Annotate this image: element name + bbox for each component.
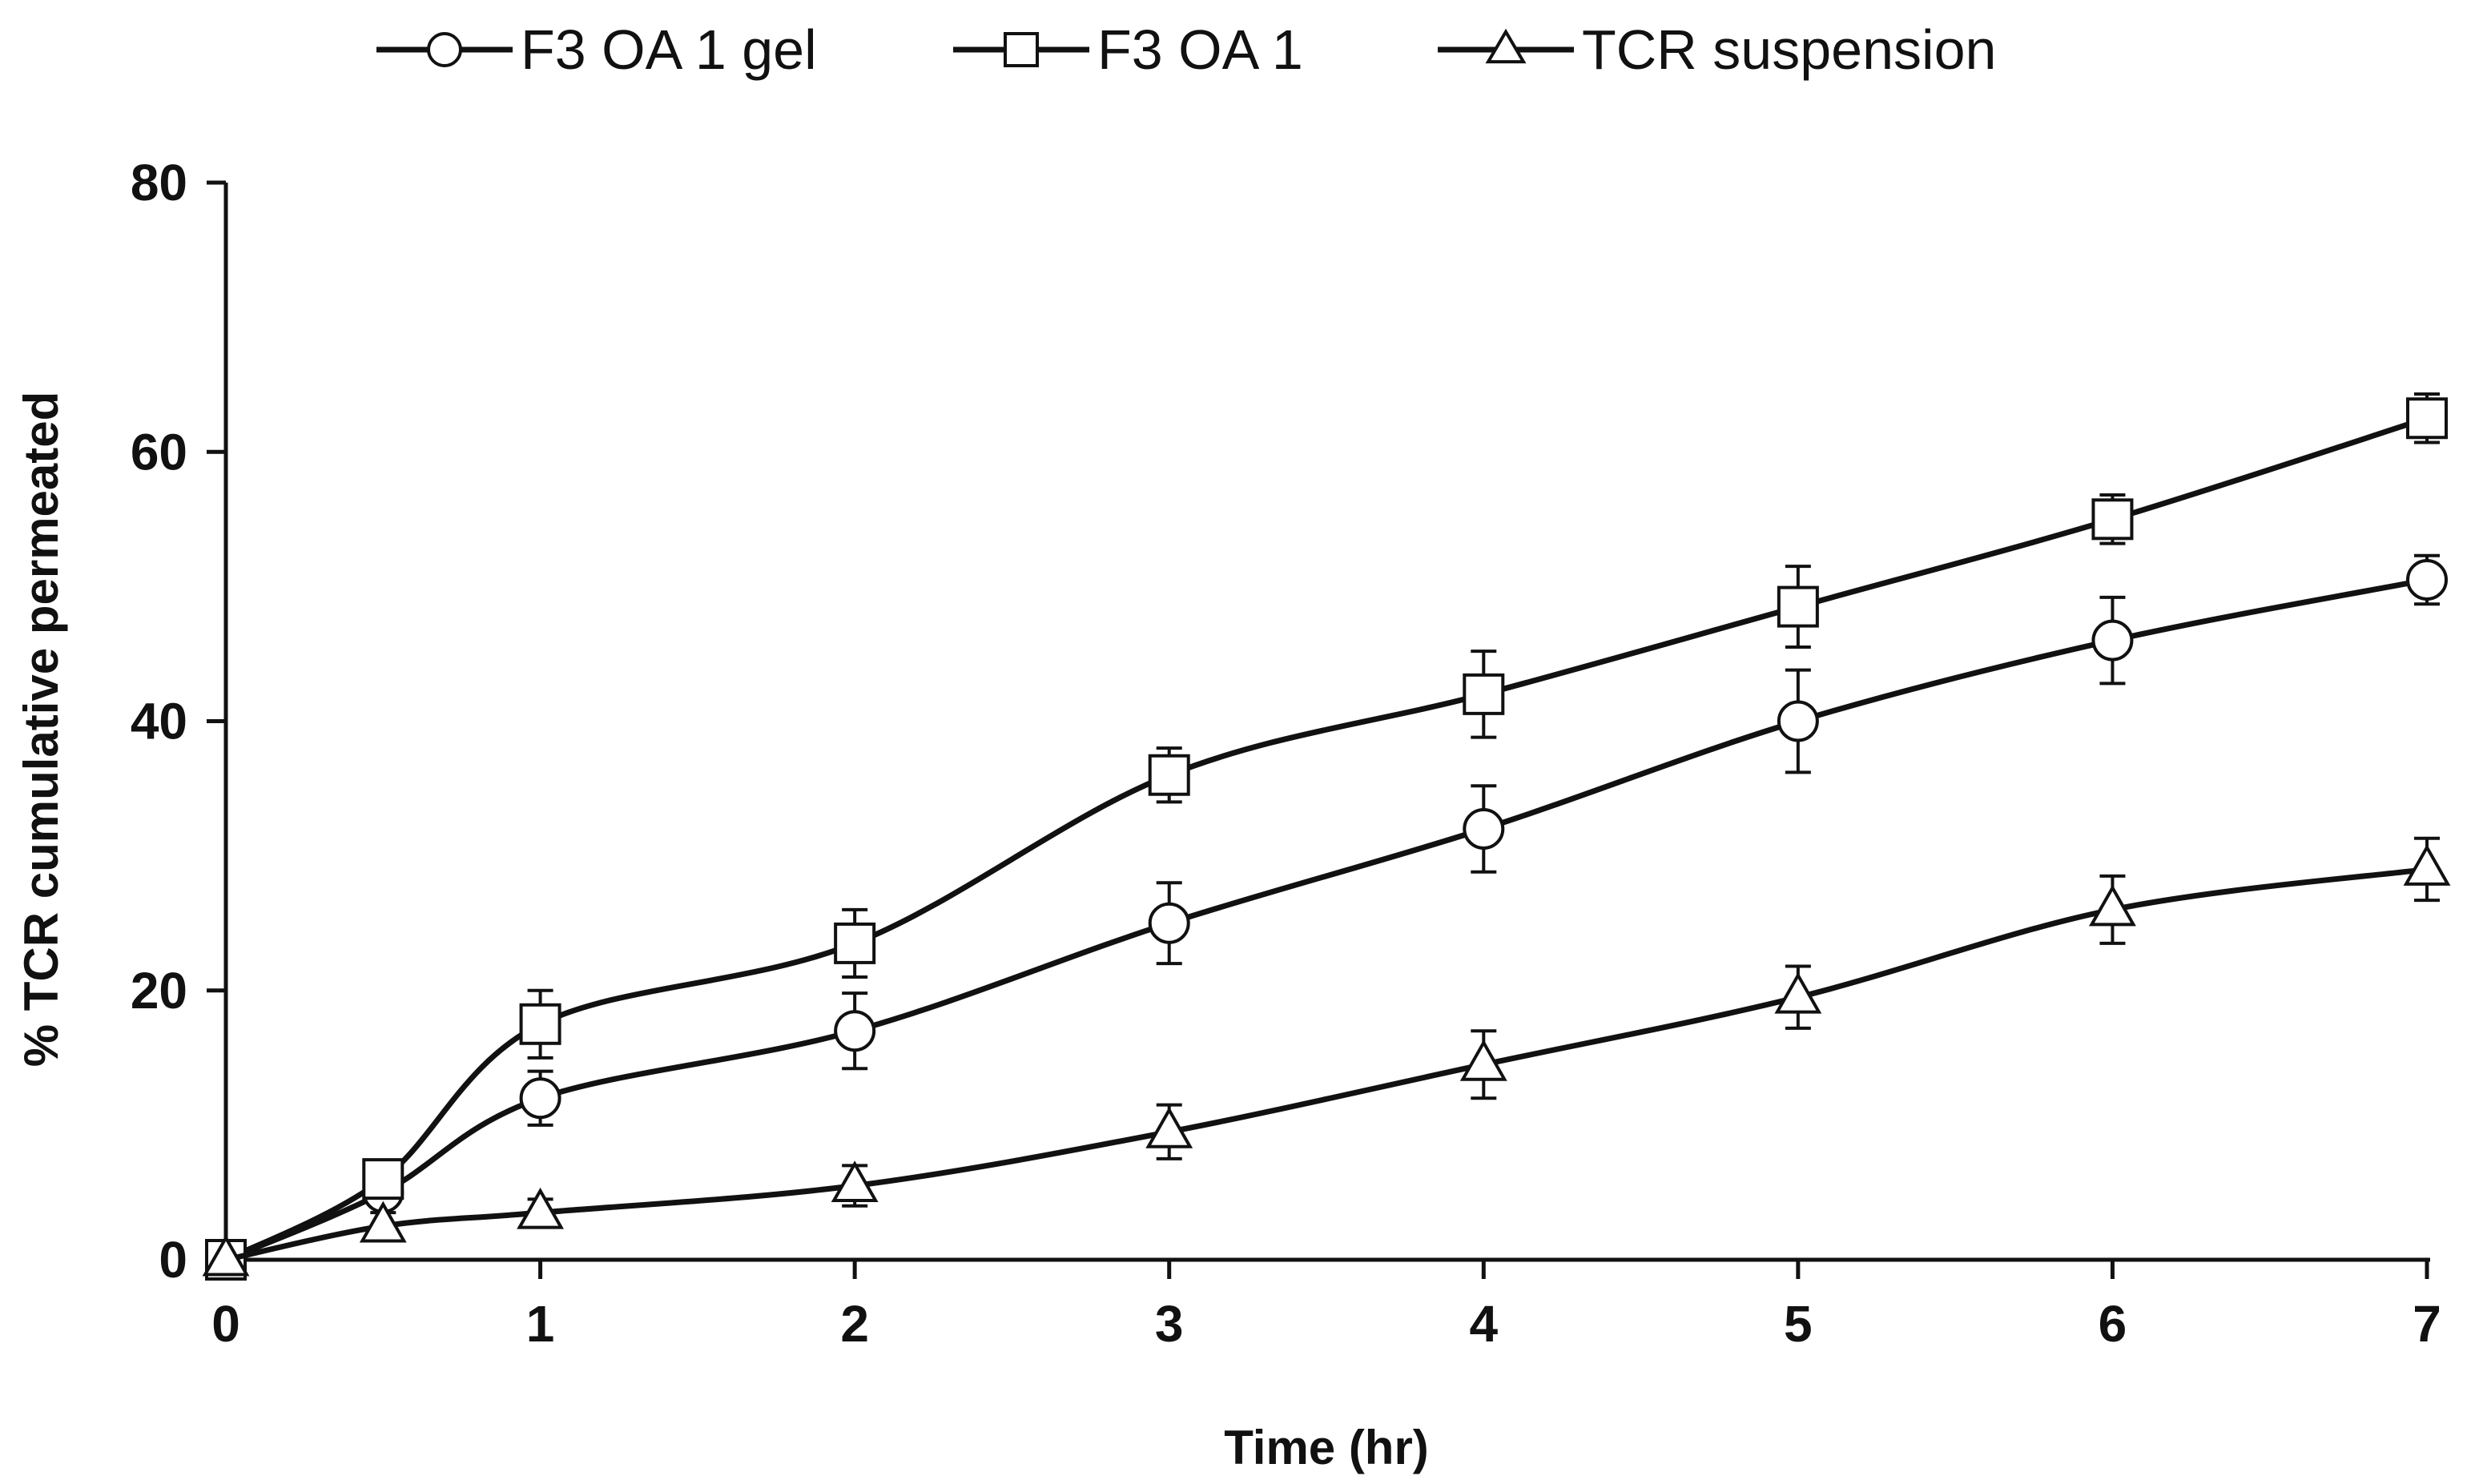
data-point-square bbox=[1777, 585, 1819, 628]
y-tick-label: 60 bbox=[131, 423, 187, 481]
data-point-square bbox=[1004, 32, 1039, 67]
x-tick-label: 1 bbox=[526, 1295, 555, 1353]
data-point-square bbox=[834, 922, 876, 964]
data-point-square bbox=[1463, 673, 1505, 715]
data-point-square bbox=[362, 1158, 404, 1200]
data-point-triangle bbox=[1774, 971, 1822, 1014]
data-point-circle bbox=[834, 1010, 876, 1052]
data-point-circle bbox=[427, 32, 462, 67]
data-point-triangle bbox=[2403, 844, 2451, 886]
x-ticks: 0 1 2 3 4 5 6 7 bbox=[211, 1260, 2441, 1353]
data-point-circle bbox=[2091, 619, 2134, 662]
data-point-triangle bbox=[2088, 884, 2136, 927]
legend: F3 OA 1 gel F3 OA 1 TCR suspension bbox=[376, 18, 1996, 81]
legend-label: TCR suspension bbox=[1582, 18, 1996, 81]
series-line bbox=[224, 577, 2428, 1263]
x-tick-label: 4 bbox=[1469, 1295, 1498, 1353]
series-f3-oa-1 bbox=[205, 392, 2448, 1281]
data-point-circle bbox=[1777, 700, 1819, 742]
legend-label: F3 OA 1 bbox=[1097, 18, 1303, 81]
legend-item: F3 OA 1 bbox=[953, 18, 1303, 81]
data-point-circle bbox=[2406, 558, 2448, 601]
legend-item: TCR suspension bbox=[1438, 18, 1996, 81]
data-point-triangle bbox=[1485, 28, 1527, 64]
x-tick-label: 0 bbox=[211, 1295, 240, 1353]
data-point-square bbox=[519, 1003, 561, 1045]
x-tick-label: 7 bbox=[2413, 1295, 2441, 1353]
data-point-square bbox=[2091, 498, 2134, 541]
data-point-triangle bbox=[517, 1187, 565, 1229]
y-tick-label: 80 bbox=[131, 154, 187, 211]
data-point-triangle bbox=[831, 1160, 879, 1203]
data-point-triangle bbox=[359, 1200, 407, 1243]
data-point-triangle bbox=[1145, 1106, 1193, 1148]
data-point-triangle bbox=[202, 1234, 250, 1277]
data-point-circle bbox=[519, 1077, 561, 1120]
series-group bbox=[202, 392, 2451, 1281]
x-tick-label: 5 bbox=[1784, 1295, 1813, 1353]
y-ticks: 0 20 40 60 80 bbox=[131, 154, 226, 1289]
y-tick-label: 20 bbox=[131, 962, 187, 1019]
x-tick-label: 6 bbox=[2099, 1295, 2127, 1353]
data-point-triangle bbox=[1459, 1039, 1507, 1081]
y-axis-title: % TCR cumulative permeated bbox=[14, 392, 68, 1068]
x-tick-label: 3 bbox=[1155, 1295, 1184, 1353]
x-tick-label: 2 bbox=[840, 1295, 869, 1353]
series-line bbox=[225, 866, 2428, 1263]
y-tick-label: 40 bbox=[131, 693, 187, 750]
x-axis-title: Time (hr) bbox=[1224, 1421, 1429, 1474]
legend-item: F3 OA 1 gel bbox=[376, 18, 817, 81]
data-point-square bbox=[2406, 397, 2448, 440]
y-tick-label: 0 bbox=[159, 1231, 187, 1289]
data-point-circle bbox=[1463, 808, 1505, 850]
data-point-circle bbox=[1148, 902, 1190, 944]
series-line bbox=[224, 415, 2429, 1263]
legend-label: F3 OA 1 gel bbox=[521, 18, 817, 81]
series-tcr-suspension bbox=[202, 836, 2451, 1277]
data-point-square bbox=[1148, 754, 1190, 796]
